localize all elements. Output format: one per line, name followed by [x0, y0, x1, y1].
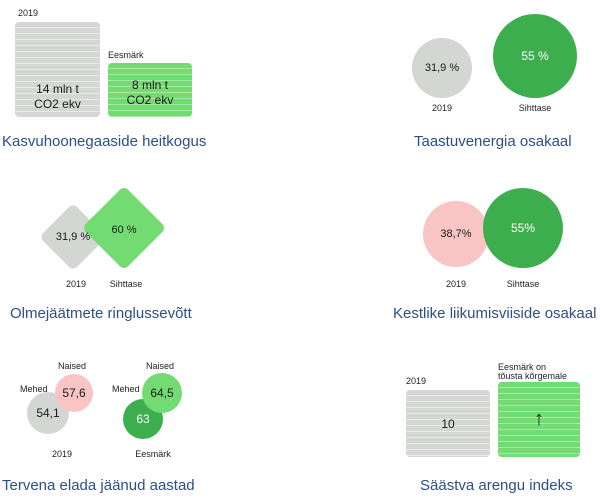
- emissions-2019-line2: CO2 ekv: [34, 97, 81, 111]
- mobility-target-label: Sihttase: [506, 279, 540, 289]
- emissions-2019-box: 14 mln t CO2 ekv: [15, 22, 100, 117]
- emissions-goal-line1: 8 mln t: [131, 78, 168, 92]
- renewable-target-value: 55 %: [521, 49, 549, 63]
- healthy-women-label-2019: Naised: [58, 361, 87, 371]
- emissions-title: Kasvuhoonegaaside heitkogus: [2, 133, 207, 150]
- waste-2019-label: 2019: [65, 279, 87, 289]
- waste-title: Olmejäätmete ringlussevõtt: [10, 305, 192, 322]
- mobility-target-circle: 55%: [483, 188, 563, 268]
- mobility-title: Kestlike liikumisviiside osakaal: [393, 305, 597, 322]
- emissions-2019-line1: 14 mln t: [36, 82, 79, 96]
- healthy-men-label-2019: Mehed: [20, 384, 48, 394]
- healthy-men-label-goal: Mehed: [112, 384, 140, 394]
- mobility-2019-circle: 38,7%: [423, 201, 489, 267]
- waste-2019-value: 31,9 %: [55, 231, 91, 243]
- healthy-2019-label: 2019: [51, 449, 73, 459]
- index-goal-line2: tõusta kõrgemale: [498, 371, 568, 381]
- renewable-target-circle: 55 %: [493, 14, 577, 98]
- index-goal-arrow-icon: ↑: [534, 408, 544, 430]
- index-goal-box: ↑: [498, 382, 580, 457]
- mobility-target-value: 55%: [510, 221, 536, 235]
- mobility-2019-value: 38,7%: [440, 228, 472, 240]
- development-index-title: Säästva arengu indeks: [420, 477, 573, 494]
- index-2019-value: 10: [441, 417, 455, 431]
- index-goal-line1: Eesmärk on: [498, 362, 547, 372]
- healthy-women-goal-value: 64,5: [150, 386, 174, 400]
- emissions-goal-label: Eesmärk: [108, 50, 144, 60]
- renewable-target-label: Sihttase: [518, 103, 552, 113]
- renewable-title: Taastuvenergia osakaal: [414, 133, 572, 150]
- healthy-women-goal-circle: 64,5: [142, 373, 182, 413]
- healthy-men-goal-value: 63: [136, 412, 150, 426]
- index-2019-box: 10: [406, 390, 490, 457]
- healthy-women-label-goal: Naised: [146, 361, 175, 371]
- healthy-years-title: Tervena elada jäänud aastad: [2, 477, 195, 494]
- renewable-2019-label: 2019: [431, 103, 453, 113]
- emissions-goal-box: 8 mln t CO2 ekv: [108, 63, 192, 117]
- waste-target-label: Sihttase: [109, 279, 143, 289]
- renewable-2019-circle: 31,9 %: [412, 38, 472, 98]
- healthy-women-2019-circle: 57,6: [55, 374, 93, 412]
- healthy-goal-label: Eesmärk: [135, 449, 171, 459]
- renewable-2019-value: 31,9 %: [424, 62, 460, 74]
- waste-target-value: 60 %: [111, 224, 137, 236]
- emissions-goal-line2: CO2 ekv: [126, 93, 174, 107]
- index-2019-label: 2019: [406, 376, 427, 386]
- healthy-men-2019-value: 54,1: [36, 406, 60, 420]
- mobility-2019-label: 2019: [445, 279, 467, 289]
- healthy-women-2019-value: 57,6: [62, 386, 86, 400]
- emissions-2019-label: 2019: [18, 8, 39, 18]
